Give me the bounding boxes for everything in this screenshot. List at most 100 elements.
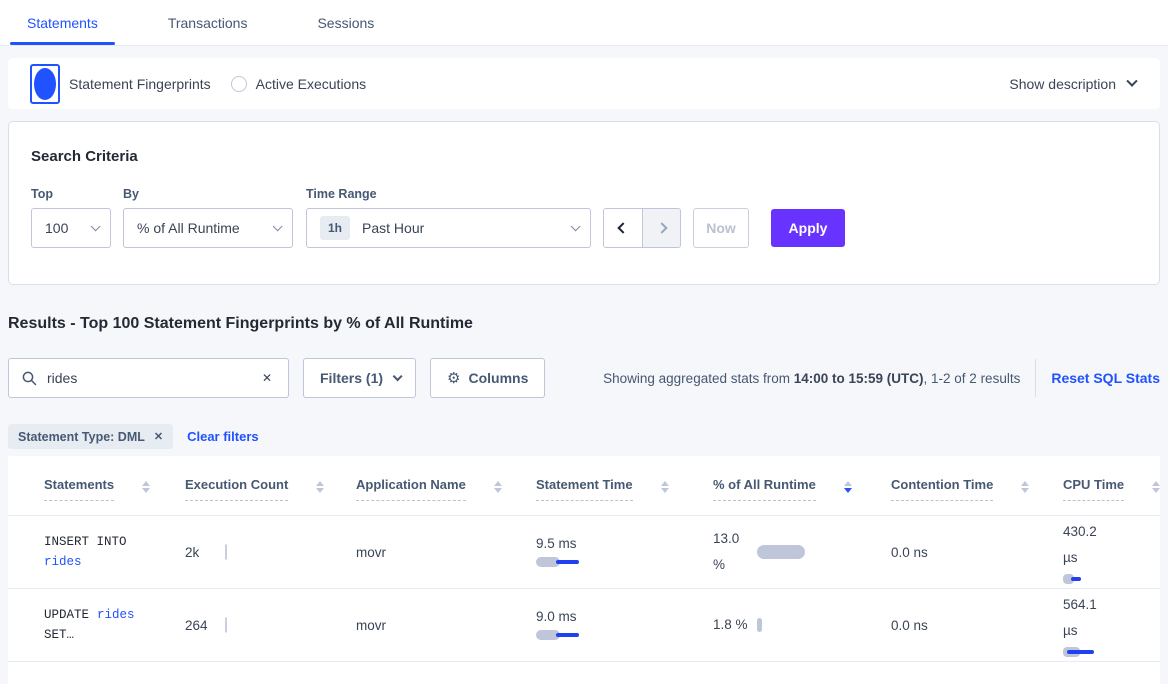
- gear-icon: ⚙: [447, 368, 461, 387]
- search-icon: [22, 371, 37, 385]
- time-range-select[interactable]: 1h Past Hour: [306, 208, 591, 248]
- column-header-application-name[interactable]: Application Name: [356, 477, 466, 501]
- statement-time-cell: 9.0 ms: [536, 609, 713, 641]
- search-criteria-title: Search Criteria: [31, 148, 138, 165]
- previous-time-window-button[interactable]: [604, 209, 642, 247]
- table-header-row: Statements Execution Count Application N…: [8, 456, 1160, 516]
- sort-icon-active-desc[interactable]: [843, 481, 852, 493]
- column-header-contention-time[interactable]: Contention Time: [891, 477, 994, 501]
- statement-fingerprint-cell: INSERT INTO rides: [44, 535, 127, 569]
- showing-time-range: 14:00 to 15:59 (UTC): [793, 370, 924, 386]
- clear-filters-link[interactable]: Clear filters: [187, 429, 259, 444]
- cpu-time-cell: 564.1 µs: [1063, 592, 1160, 658]
- radio-active-executions[interactable]: Active Executions: [230, 75, 367, 92]
- columns-button[interactable]: ⚙ Columns: [430, 358, 546, 398]
- search-criteria-card: Search Criteria Top 100 By % of All Runt…: [8, 121, 1160, 285]
- tab-transactions[interactable]: Transactions: [167, 14, 248, 31]
- radio-label: Statement Fingerprints: [69, 75, 211, 92]
- reset-sql-stats-link[interactable]: Reset SQL Stats: [1051, 370, 1160, 386]
- results-heading: Results - Top 100 Statement Fingerprints…: [8, 315, 473, 332]
- top-field: Top 100: [31, 187, 111, 248]
- execution-count-bar: [225, 617, 227, 633]
- radio-unselected-icon[interactable]: [230, 75, 247, 92]
- search-box[interactable]: ✕: [8, 358, 289, 398]
- results-toolbar: ✕ Filters (1) ⚙ Columns Showing aggregat…: [8, 358, 1160, 398]
- sort-icon[interactable]: [493, 481, 502, 493]
- chevron-down-icon: [570, 220, 581, 231]
- top-label: Top: [31, 187, 53, 201]
- tab-statements[interactable]: Statements: [10, 0, 115, 45]
- sort-icon[interactable]: [1021, 481, 1030, 493]
- clear-search-icon[interactable]: ✕: [261, 371, 272, 385]
- chevron-down-icon: [272, 220, 283, 231]
- statements-table: Statements Execution Count Application N…: [8, 456, 1160, 684]
- table-row: INSERT INTO rides 2k movr 9.5 ms 13.0 % …: [8, 516, 1160, 589]
- showing-stats-text: Showing aggregated stats from 14:00 to 1…: [603, 370, 1021, 386]
- chevron-right-icon: [655, 222, 668, 234]
- time-window-arrows: [603, 208, 681, 248]
- by-select-value: % of All Runtime: [137, 220, 240, 236]
- now-button[interactable]: Now: [693, 208, 749, 248]
- pct-of-all-runtime-cell: 1.8 %: [713, 589, 891, 661]
- execution-count-bar: [225, 544, 227, 560]
- apply-button[interactable]: Apply: [771, 209, 845, 247]
- show-description-toggle[interactable]: Show description: [1009, 75, 1138, 92]
- time-range-label: Time Range: [306, 187, 377, 201]
- radio-selected-icon[interactable]: [30, 63, 60, 104]
- contention-time-cell: 0.0 ns: [891, 617, 928, 633]
- cpu-time-bar: [1063, 573, 1113, 585]
- pct-of-all-runtime-cell: 13.0 %: [713, 516, 891, 588]
- column-header-execution-count[interactable]: Execution Count: [185, 477, 289, 501]
- statement-time-cell: 9.5 ms: [536, 536, 713, 568]
- execution-count-cell: 2k: [185, 516, 356, 588]
- by-field: By % of All Runtime: [111, 187, 293, 248]
- by-select[interactable]: % of All Runtime: [123, 208, 293, 248]
- sort-icon[interactable]: [316, 481, 325, 493]
- search-input[interactable]: [47, 370, 259, 386]
- statement-fingerprint-cell: UPDATE rides SET…: [44, 608, 135, 642]
- sort-icon[interactable]: [142, 481, 151, 493]
- pct-runtime-bar: [757, 545, 805, 559]
- sort-icon[interactable]: [660, 481, 669, 493]
- statement-time-bar: [536, 556, 596, 568]
- statement-link[interactable]: rides: [97, 608, 135, 622]
- chevron-down-icon: [392, 370, 403, 381]
- contention-time-cell: 0.0 ns: [891, 544, 928, 560]
- show-description-label: Show description: [1009, 75, 1116, 92]
- radio-label: Active Executions: [255, 75, 367, 92]
- next-time-window-button[interactable]: [642, 209, 680, 247]
- toolbar-divider: [1035, 359, 1037, 397]
- remove-filter-icon[interactable]: ✕: [153, 431, 164, 443]
- time-range-badge: 1h: [320, 216, 351, 240]
- column-header-statement-time[interactable]: Statement Time: [536, 477, 633, 501]
- statement-link[interactable]: rides: [44, 555, 82, 569]
- tab-sessions[interactable]: Sessions: [317, 14, 375, 31]
- statement-time-bar: [536, 629, 596, 641]
- time-range-field: Time Range 1h Past Hour: [293, 187, 591, 248]
- cpu-time-cell: 430.2 µs: [1063, 519, 1160, 585]
- active-filters-row: Statement Type: DML ✕ Clear filters: [8, 424, 1160, 449]
- filters-button[interactable]: Filters (1): [303, 358, 417, 398]
- radio-statement-fingerprints[interactable]: Statement Fingerprints: [30, 63, 211, 104]
- columns-label: Columns: [468, 370, 529, 386]
- execution-count-cell: 264: [185, 589, 356, 661]
- tabs-bar: Statements Transactions Sessions: [0, 0, 1168, 46]
- column-header-statements[interactable]: Statements: [44, 477, 115, 501]
- application-name-cell: movr: [356, 544, 386, 560]
- sort-icon[interactable]: [1152, 481, 1160, 493]
- column-header-pct-of-all-runtime[interactable]: % of All Runtime: [713, 477, 816, 501]
- table-row: UPDATE rides SET… 264 movr 9.0 ms 1.8 % 0…: [8, 589, 1160, 662]
- filter-pill-label: Statement Type: DML: [18, 429, 145, 444]
- by-label: By: [123, 187, 139, 201]
- time-range-value: Past Hour: [362, 220, 425, 236]
- top-select-value: 100: [45, 220, 69, 236]
- view-toggle-card: Statement Fingerprints Active Executions…: [8, 58, 1160, 109]
- chevron-down-icon: [90, 220, 101, 231]
- chevron-down-icon: [1126, 75, 1138, 87]
- column-header-cpu-time[interactable]: CPU Time: [1063, 477, 1125, 501]
- top-select[interactable]: 100: [31, 208, 111, 248]
- filter-pill-statement-type[interactable]: Statement Type: DML ✕: [8, 424, 174, 449]
- pct-runtime-bar: [757, 618, 762, 632]
- cpu-time-bar: [1063, 646, 1113, 658]
